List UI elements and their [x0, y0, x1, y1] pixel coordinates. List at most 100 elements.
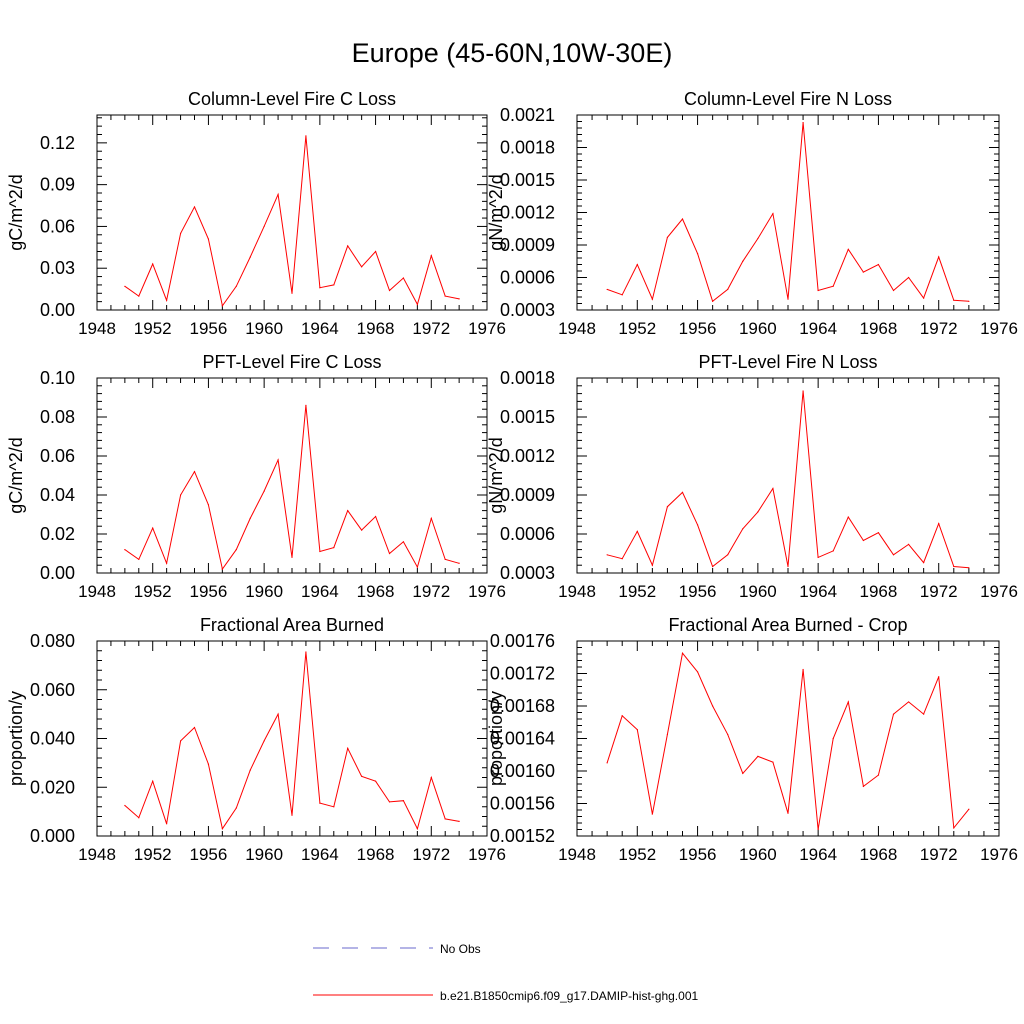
x-tick-label: 1956	[679, 319, 717, 338]
data-point	[277, 193, 279, 195]
x-tick-label: 1972	[412, 582, 450, 601]
data-point	[305, 135, 307, 137]
x-tick-label: 1964	[799, 319, 837, 338]
data-point	[953, 299, 955, 301]
y-tick-label: 0.00	[40, 300, 75, 320]
x-tick-label: 1972	[412, 319, 450, 338]
data-point	[892, 289, 895, 292]
data-point	[249, 517, 251, 520]
data-point	[606, 554, 608, 556]
x-tick-label: 1960	[739, 319, 777, 338]
data-point	[193, 206, 196, 208]
x-tick-label: 1952	[618, 845, 656, 864]
data-point	[333, 806, 335, 808]
y-axis-label: proportion/y	[6, 691, 26, 786]
data-point	[938, 256, 940, 258]
data-point	[666, 236, 669, 239]
data-point	[968, 300, 970, 302]
data-point	[444, 558, 446, 560]
data-point	[802, 390, 804, 392]
y-tick-label: 0.0006	[500, 524, 555, 544]
y-tick-label: 0.0015	[500, 170, 555, 190]
data-point	[862, 271, 864, 273]
y-tick-label: 0.12	[40, 133, 75, 153]
x-tick-label: 1976	[468, 319, 506, 338]
data-point	[416, 303, 418, 306]
chart-panel-pft-fire-n: PFT-Level Fire N Loss gN/m^2/d 1948 1952 195…	[486, 352, 1018, 601]
y-tick-label: 0.0015	[500, 407, 555, 427]
y-tick-label: 0.00160	[490, 761, 555, 781]
data-point	[458, 820, 460, 822]
data-point	[207, 763, 210, 765]
plot-frame	[576, 377, 1000, 574]
data-point	[138, 558, 140, 560]
x-tick-label: 1956	[190, 582, 228, 601]
data-point	[696, 671, 699, 673]
data-point	[179, 494, 182, 496]
x-tick-label: 1968	[357, 319, 395, 338]
panel-title: PFT-Level Fire N Loss	[698, 352, 877, 372]
legend-label: No Obs	[440, 942, 481, 956]
x-tick-label: 1948	[558, 845, 596, 864]
data-point	[361, 266, 363, 268]
y-tick-label: 0.020	[30, 777, 75, 797]
x-tick-label: 1976	[468, 845, 506, 864]
data-point	[742, 260, 744, 262]
data-point	[907, 543, 910, 546]
chart-panel-pft-fire-c: PFT-Level Fire C Loss gC/m^2/d 1948 1952 195…	[6, 352, 506, 601]
x-tick-label: 1960	[245, 319, 283, 338]
y-tick-label: 0.00168	[490, 696, 555, 716]
data-point	[319, 550, 321, 553]
data-point	[444, 818, 446, 820]
data-point	[968, 808, 970, 810]
data-point	[263, 225, 265, 228]
data-point	[621, 715, 623, 717]
data-point	[832, 550, 834, 552]
data-point	[847, 516, 849, 518]
data-point	[712, 300, 714, 302]
data-point	[666, 733, 669, 736]
data-point	[757, 511, 759, 513]
x-tick-label: 1964	[301, 582, 339, 601]
data-point	[430, 776, 432, 779]
data-point	[817, 289, 819, 292]
legend-label: b.e21.B1850cmip6.f09_g17.DAMIP-hist-ghg.…	[440, 989, 698, 1003]
x-tick-label: 1948	[558, 582, 596, 601]
panel-title: Column-Level Fire C Loss	[188, 89, 396, 109]
x-tick-label: 1960	[245, 845, 283, 864]
data-point	[347, 245, 349, 247]
chart-panel-column-fire-n: Column-Level Fire N Loss gN/m^2/d 1948 1952…	[486, 89, 1018, 338]
plot-frame	[576, 114, 1000, 311]
data-point	[319, 287, 321, 289]
data-point	[277, 459, 279, 461]
data-point	[907, 276, 910, 279]
data-point	[361, 775, 363, 777]
data-point	[787, 298, 789, 300]
data-point	[877, 774, 880, 776]
data-point	[877, 263, 880, 266]
data-point	[221, 568, 223, 570]
data-point	[333, 547, 335, 549]
data-point	[727, 554, 729, 556]
y-tick-label: 0.080	[30, 631, 75, 651]
y-tick-label: 0.0018	[500, 138, 555, 158]
data-point	[953, 827, 955, 829]
data-point	[388, 801, 391, 803]
data-point	[742, 528, 744, 530]
panel-title: Fractional Area Burned	[200, 615, 384, 635]
data-point	[416, 828, 418, 830]
y-tick-label: 0.00152	[490, 826, 555, 846]
data-point	[606, 288, 608, 291]
x-tick-label: 1960	[739, 582, 777, 601]
x-tick-label: 1956	[679, 845, 717, 864]
data-point	[388, 289, 391, 292]
x-tick-label: 1976	[980, 582, 1018, 601]
chart-panel-column-fire-c: Column-Level Fire C Loss gC/m^2/d 1948 1952…	[6, 89, 506, 338]
data-point	[606, 762, 608, 764]
data-point	[263, 740, 265, 742]
y-tick-label: 0.000	[30, 826, 75, 846]
data-point	[666, 506, 669, 508]
data-point	[802, 668, 804, 671]
y-tick-label: 0.0012	[500, 446, 555, 466]
data-point	[847, 701, 849, 703]
